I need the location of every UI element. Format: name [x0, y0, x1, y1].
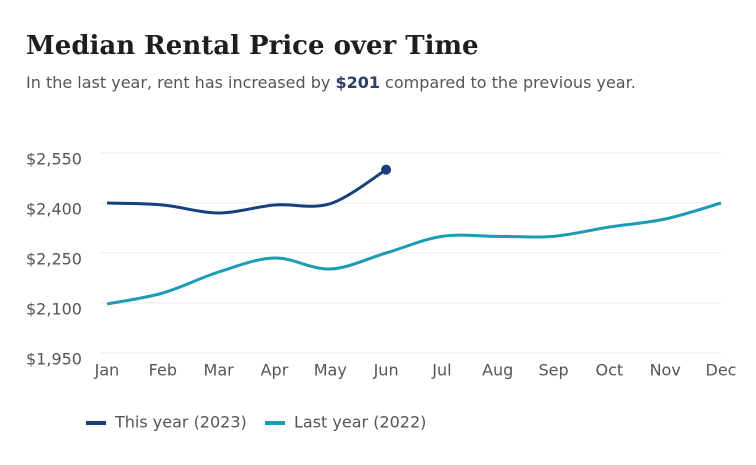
x-tick-label: Mar [204, 361, 235, 380]
x-tick-label: Dec [706, 361, 737, 380]
y-tick-label: $2,550 [26, 150, 82, 169]
x-tick-label: May [314, 361, 347, 380]
series-line [106, 201, 722, 306]
legend-label: This year (2023) [114, 413, 247, 432]
y-tick-label: $2,250 [26, 250, 82, 269]
chart-title: Median Rental Price over Time [26, 31, 479, 61]
series-line [106, 168, 387, 215]
y-tick-label: $2,100 [26, 300, 82, 319]
subtitle-highlight: $201 [335, 73, 380, 92]
end-point [381, 164, 392, 175]
x-tick-label: Oct [596, 361, 624, 380]
subtitle-text: compared to the previous year. [380, 73, 636, 92]
x-tick-label: Feb [149, 361, 177, 380]
y-tick-label: $2,400 [26, 200, 82, 219]
chart-subtitle: In the last year, rent has increased by … [26, 73, 636, 92]
x-tick-label: Jan [94, 361, 120, 380]
legend-label: Last year (2022) [294, 413, 426, 432]
x-tick-label: Nov [650, 361, 681, 380]
x-tick-label: Sep [538, 361, 568, 380]
x-tick-label: Jun [373, 361, 399, 380]
subtitle-text: In the last year, rent has increased by [26, 73, 335, 92]
x-tick-label: Aug [482, 361, 513, 380]
x-tick-label: Jul [431, 361, 451, 380]
y-tick-label: $1,950 [26, 350, 82, 369]
x-tick-label: Apr [261, 361, 289, 380]
